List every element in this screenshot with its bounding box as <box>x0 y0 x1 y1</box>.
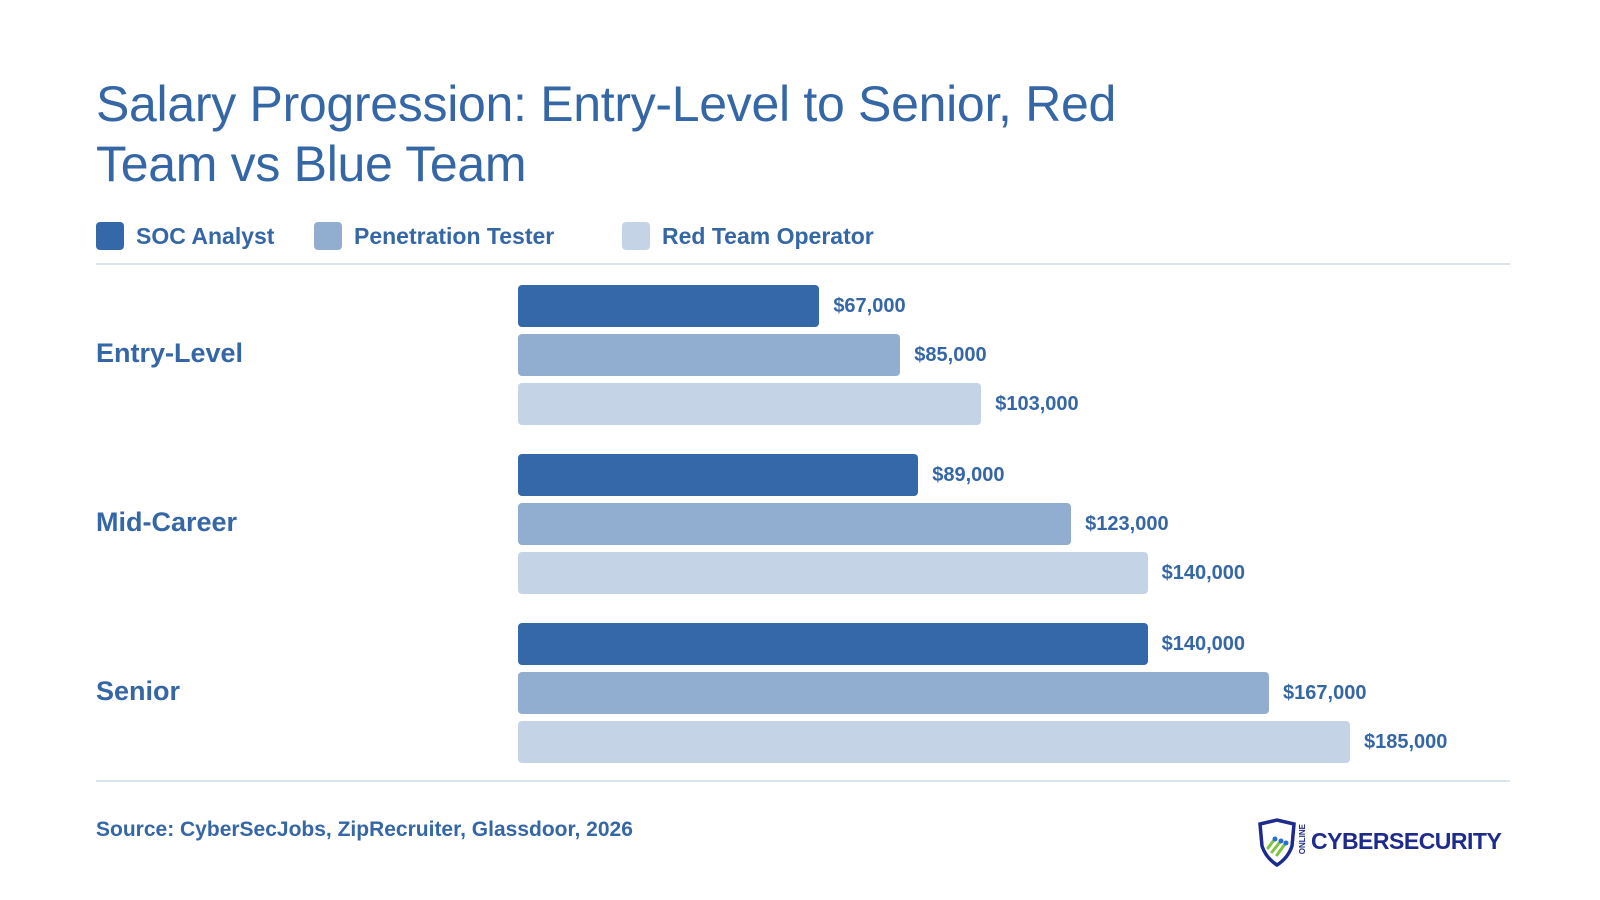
logo-small-text: ONLINE <box>1298 824 1307 855</box>
logo-text: CYBERSECURITY <box>1311 828 1502 854</box>
data-label: $140,000 <box>1161 633 1246 655</box>
data-label: $89,000 <box>932 464 1005 486</box>
legend-swatch <box>96 222 124 250</box>
bar <box>518 383 982 425</box>
legend-item-penetration-tester: Penetration Tester <box>314 220 554 252</box>
logo: ONLINE CYBERSECURITY <box>1256 818 1506 868</box>
data-label: $167,000 <box>1283 682 1367 704</box>
data-label: $185,000 <box>1364 731 1448 753</box>
legend-swatch <box>314 222 342 250</box>
bottom-divider <box>96 780 1510 782</box>
bar <box>518 334 901 376</box>
legend-item-red-team-operator: Red Team Operator <box>622 220 874 252</box>
legend-swatch <box>622 222 650 250</box>
bar <box>518 623 1148 665</box>
bar <box>518 503 1072 545</box>
legend-item-soc-analyst: SOC Analyst <box>96 220 274 252</box>
data-label: $67,000 <box>833 295 906 317</box>
legend-label: Red Team Operator <box>662 222 874 249</box>
bar <box>518 721 1350 763</box>
data-label: $103,000 <box>995 393 1079 415</box>
data-label: $123,000 <box>1085 513 1169 535</box>
data-label: $85,000 <box>914 344 987 366</box>
bar <box>518 285 820 327</box>
bar <box>518 552 1148 594</box>
shield-icon <box>1258 818 1296 868</box>
category-label: Mid-Career <box>96 507 238 537</box>
source-note: Source: CyberSecJobs, ZipRecruiter, Glas… <box>96 818 633 841</box>
category-label: Entry-Level <box>96 338 244 368</box>
legend-label: SOC Analyst <box>136 222 275 249</box>
data-label: $140,000 <box>1161 562 1246 584</box>
bar <box>518 454 919 496</box>
top-divider <box>96 263 1510 265</box>
legend-label: Penetration Tester <box>354 222 555 249</box>
chart-title: Salary Progression: Entry-Level to Senio… <box>96 76 1117 192</box>
category-label: Senior <box>96 676 181 706</box>
bar <box>518 672 1270 714</box>
